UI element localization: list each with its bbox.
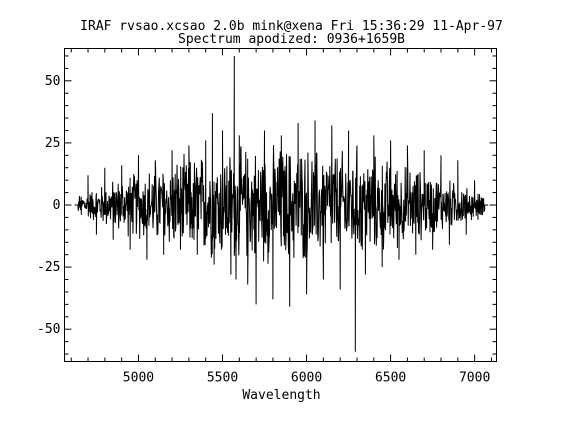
y-tick-label: -25 [37,260,60,275]
x-tick-label: 6000 [291,371,322,386]
x-tick-label: 5500 [207,371,238,386]
y-tick-label: 0 [53,198,61,213]
chart-subtitle: Spectrum apodized: 0936+1659B [178,32,405,47]
y-tick-label: 25 [45,136,61,151]
x-axis-label: Wavelength [242,388,321,403]
y-tick-label: 50 [45,74,61,89]
chart-title: IRAF rvsao.xcsao 2.0b mink@xena Fri 15:3… [80,19,503,34]
x-tick-label: 5000 [123,371,154,386]
spectrum-trace [74,55,488,352]
x-tick-label: 6500 [375,371,406,386]
y-tick-label: -50 [37,322,60,337]
x-tick-label: 7000 [459,371,490,386]
